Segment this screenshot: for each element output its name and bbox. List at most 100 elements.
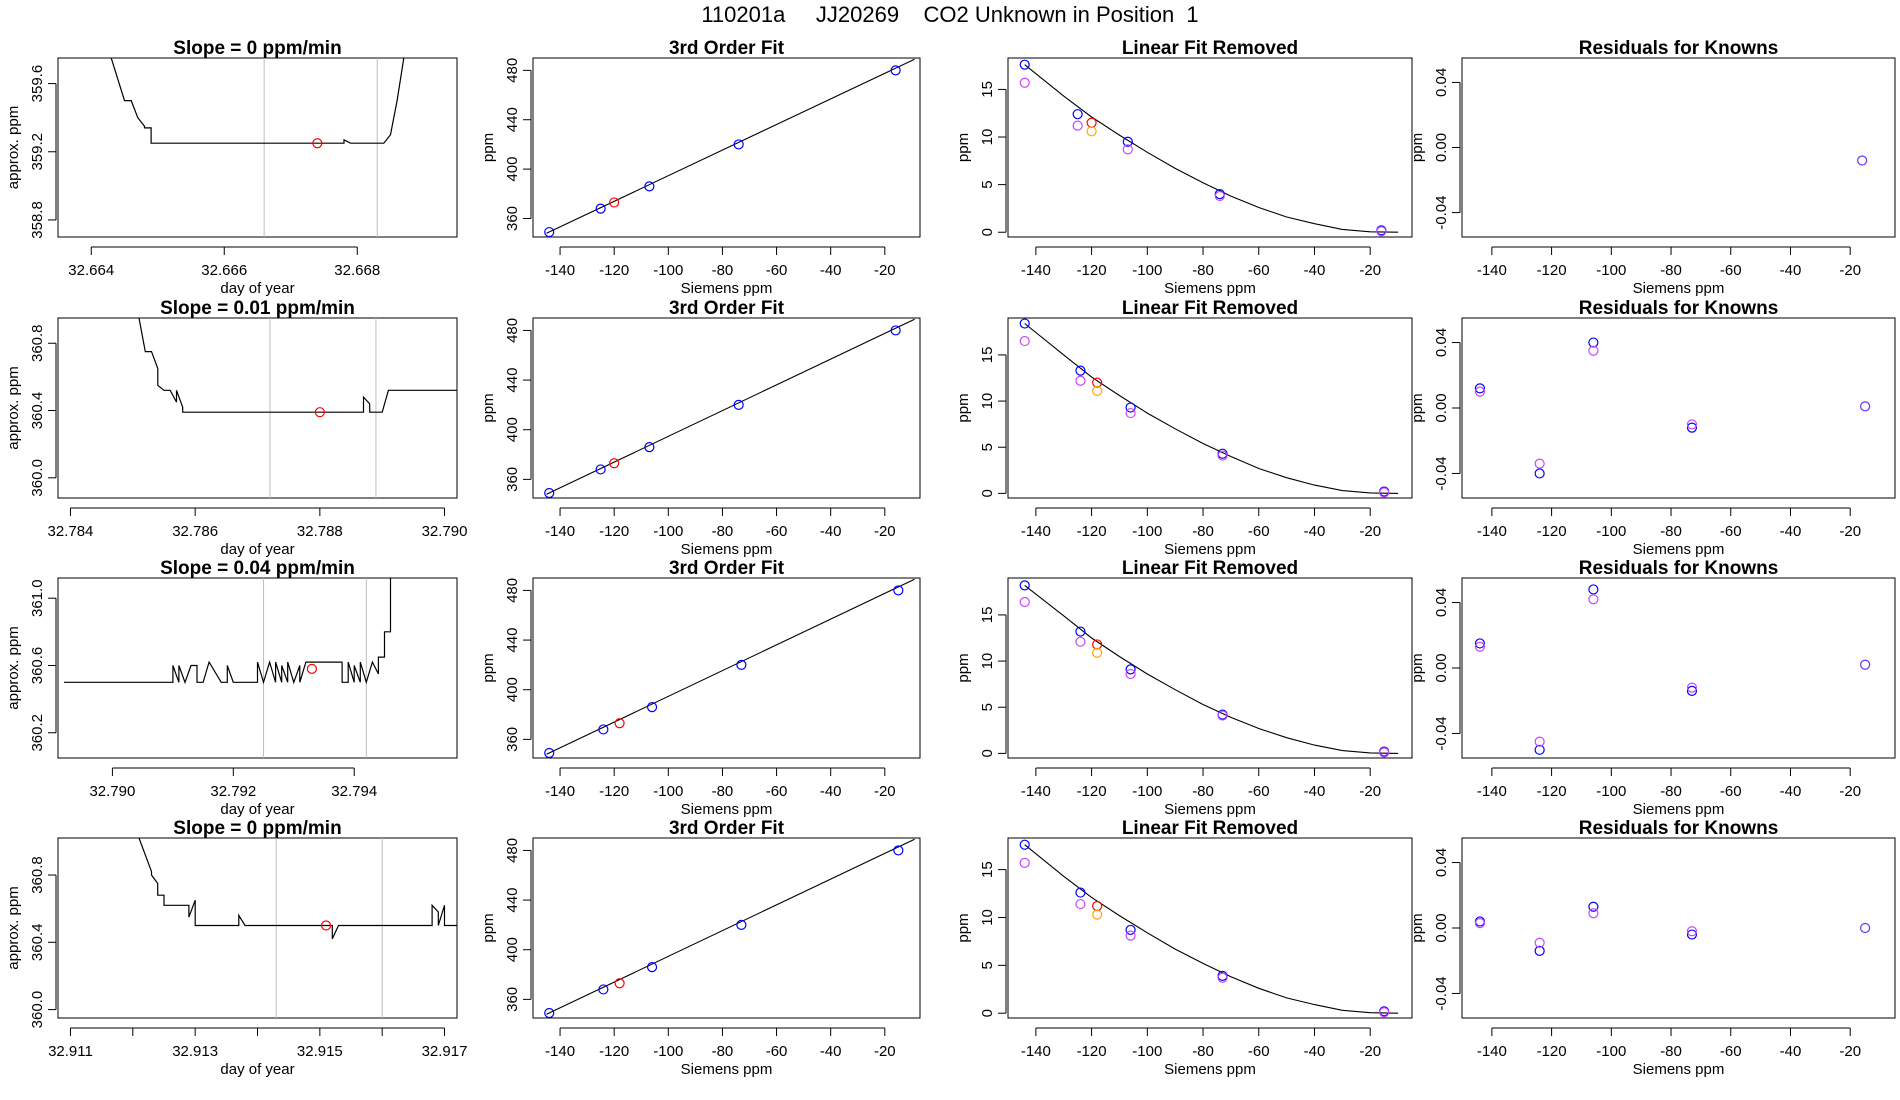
x-axis-label: Siemens ppm — [681, 541, 773, 558]
data-point — [1125, 924, 1136, 936]
x-tick-label: -20 — [1359, 783, 1381, 800]
panel-title: 3rd Order Fit — [669, 38, 785, 59]
x-tick-label: -20 — [874, 523, 896, 540]
x-tick-label: -80 — [1660, 783, 1682, 800]
x-tick-label: 32.790 — [89, 783, 135, 800]
x-tick-label: -140 — [1021, 783, 1051, 800]
data-point — [1474, 638, 1486, 649]
y-tick-label: 359.2 — [29, 133, 46, 171]
panel-title: Slope = 0.01 ppm/min — [160, 298, 355, 319]
x-tick-label: -140 — [1021, 1043, 1051, 1060]
x-tick-label: -80 — [1192, 783, 1214, 800]
x-tick-label: 32.666 — [201, 262, 247, 279]
x-axis-label: day of year — [220, 280, 294, 297]
data-marker — [314, 407, 325, 418]
data-point — [609, 197, 620, 208]
y-axis-label: approx. ppm — [5, 626, 22, 709]
plot-area — [1019, 59, 1399, 237]
x-axis-label: Siemens ppm — [681, 801, 773, 818]
data-point — [1122, 136, 1133, 147]
x-tick-label: -40 — [1780, 262, 1802, 279]
plot-frame — [1461, 837, 1896, 1019]
data-point — [1075, 636, 1086, 647]
y-axis-label: ppm — [480, 913, 497, 942]
figure-title: 110201a JJ20269 CO2 Unknown in Position … — [701, 2, 1199, 27]
x-tick-label: 32.786 — [172, 523, 218, 540]
y-tick-label: 361.0 — [29, 579, 46, 617]
y-tick-label: 480 — [504, 578, 521, 603]
x-tick-label: 32.664 — [68, 262, 114, 279]
x-tick-label: -20 — [1359, 523, 1381, 540]
data-point — [1125, 664, 1136, 675]
x-axis-label: Siemens ppm — [1633, 541, 1725, 558]
y-axis-label: ppm — [1409, 653, 1426, 682]
y-tick-label: -0.04 — [1433, 716, 1450, 750]
data-marker — [306, 663, 318, 674]
panel-3-1: Slope = 0.04 ppm/min 32.790 32.792 32.794 36… — [5, 558, 458, 818]
data-point — [644, 442, 655, 453]
y-tick-label: 0.04 — [1433, 588, 1450, 617]
data-point — [1019, 335, 1030, 347]
data-point — [1686, 682, 1698, 693]
x-tick-label: -60 — [766, 262, 788, 279]
plot-area — [1019, 318, 1399, 498]
y-tick-label: 360.8 — [29, 324, 46, 362]
data-point — [1534, 736, 1545, 747]
x-tick-label: -140 — [1021, 523, 1051, 540]
x-tick-label: -100 — [1596, 262, 1626, 279]
y-tick-label: 5 — [979, 703, 996, 711]
y-tick-label: 0 — [979, 228, 996, 236]
data-point — [1075, 887, 1086, 898]
y-tick-label: 360.8 — [29, 856, 46, 894]
x-tick-label: 32.794 — [331, 783, 377, 800]
data-point — [893, 845, 904, 856]
data-marker — [312, 138, 323, 149]
x-tick-label: -60 — [1720, 523, 1742, 540]
x-tick-label: -40 — [1780, 523, 1802, 540]
data-point — [1474, 383, 1486, 394]
fit-curve — [546, 578, 915, 755]
x-tick-label: -100 — [1132, 523, 1162, 540]
y-tick-label: 480 — [504, 58, 521, 83]
panel-title: 3rd Order Fit — [669, 558, 785, 579]
y-tick-label: 5 — [979, 180, 996, 188]
x-tick-label: -80 — [1192, 262, 1214, 279]
data-point — [1534, 458, 1545, 469]
plot-frame — [57, 577, 458, 759]
y-tick-label: 400 — [504, 937, 521, 962]
panel-title: Linear Fit Removed — [1122, 558, 1298, 579]
data-line — [138, 318, 457, 413]
data-point — [1474, 386, 1486, 397]
panel-title: Residuals for Knowns — [1579, 38, 1779, 59]
x-tick-label: -80 — [1192, 1043, 1214, 1060]
x-tick-label: -100 — [1132, 1043, 1162, 1060]
x-tick-label: -120 — [1537, 783, 1567, 800]
x-tick-label: -60 — [1248, 523, 1270, 540]
fit-curve — [546, 58, 915, 234]
plot-frame — [1461, 577, 1896, 759]
x-axis-label: day of year — [220, 1061, 294, 1078]
y-tick-label: 360.2 — [29, 714, 46, 752]
y-tick-label: 0 — [979, 749, 996, 757]
y-tick-label: 0.04 — [1433, 68, 1450, 97]
data-point — [1092, 900, 1103, 912]
panel-title: 3rd Order Fit — [669, 298, 785, 319]
x-axis-label: day of year — [220, 541, 294, 558]
y-axis-label: approx. ppm — [5, 366, 22, 449]
x-tick-label: -120 — [1077, 1043, 1107, 1060]
data-point — [893, 585, 904, 596]
plot-area — [544, 58, 915, 237]
y-tick-label: 360 — [504, 206, 521, 231]
y-tick-label: 359.6 — [29, 65, 46, 103]
data-point — [1019, 77, 1030, 88]
plot-area — [544, 578, 915, 758]
x-tick-label: -60 — [1720, 783, 1742, 800]
x-axis-label: Siemens ppm — [1633, 1061, 1725, 1078]
data-point — [609, 458, 620, 469]
data-point — [1075, 626, 1086, 637]
x-tick-label: -120 — [1077, 523, 1107, 540]
data-point — [733, 399, 744, 410]
x-tick-label: -20 — [1359, 262, 1381, 279]
plot-frame — [532, 577, 921, 759]
panel-2-3: Linear Fit Removed -140 -120 -100 -80 -60 -40 -… — [955, 298, 1413, 558]
